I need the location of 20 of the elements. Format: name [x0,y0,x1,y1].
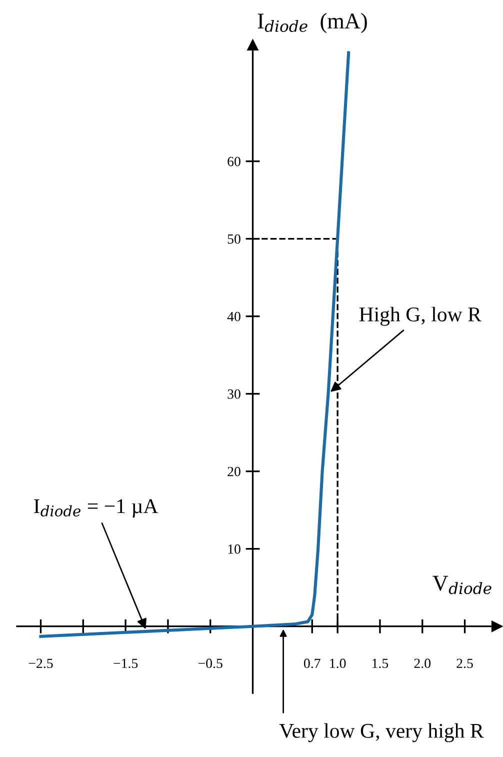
x-tick-label: 2.0 [414,658,431,668]
x-axis-title: V$_{diode}$ [432,576,492,594]
x-tick-label: −0.5 [198,658,222,668]
line-series [39,51,350,638]
annotation: I$_{diode}$ = −1 µA [34,499,158,518]
annotation: Very low G, very high R [279,723,484,742]
x-tick-label: 2.5 [456,658,473,668]
x-tick-label: −1.5 [114,658,138,668]
y-tick-label: 30 [228,389,240,399]
y-tick-label: 50 [228,234,240,244]
y-tick-label: 20 [228,466,240,476]
y-tick-label: 60 [228,156,240,166]
annotation: High G, low R [359,306,482,326]
y-axis-title: I$_{diode}$ (mA) [258,12,367,34]
x-tick-label: 1.5 [372,658,388,668]
y-tick-label: 10 [228,544,240,554]
x-tick-label: −2.5 [28,658,53,668]
x-tick-label: 0.7 [304,658,320,668]
x-tick-label: 1.0 [330,658,346,668]
y-tick-label: 40 [227,312,240,322]
